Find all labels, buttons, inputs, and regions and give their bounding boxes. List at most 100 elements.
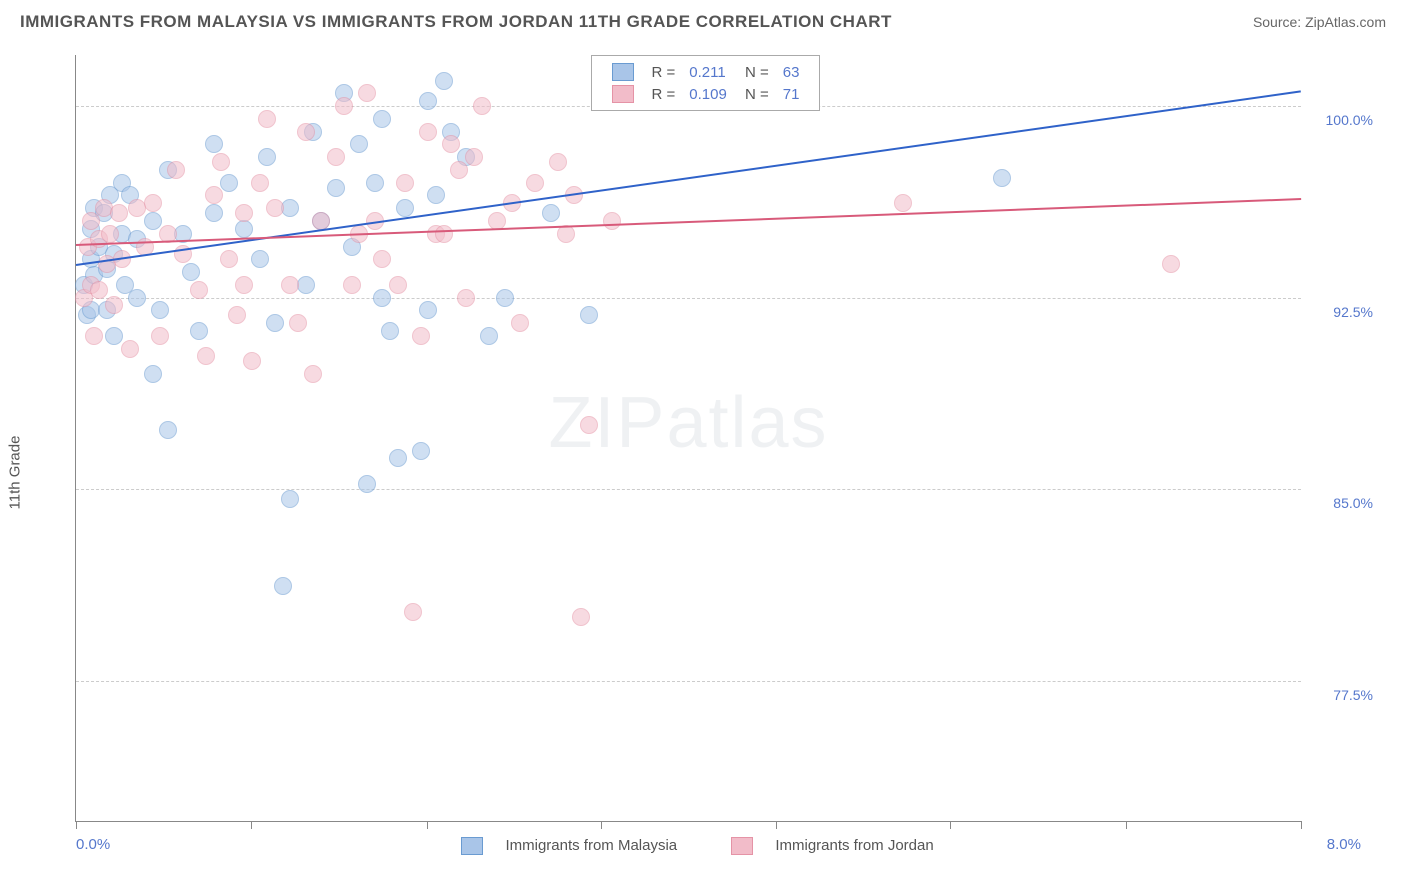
data-point [243,352,261,370]
data-point [235,204,253,222]
source-label: Source: ZipAtlas.com [1253,14,1386,30]
data-point [266,314,284,332]
watermark: ZIPatlas [548,382,828,464]
data-point [159,421,177,439]
gridline [76,681,1301,682]
legend-swatch [731,837,753,855]
data-point [235,220,253,238]
data-point [366,174,384,192]
data-point [603,212,621,230]
data-point [190,322,208,340]
x-tick [1126,821,1127,829]
data-point [457,289,475,307]
x-tick [427,821,428,829]
scatter-plot: ZIPatlas R =0.211 N =63R =0.109 N =71 Im… [75,55,1301,822]
data-point [220,174,238,192]
y-axis-label: 11th Grade [7,435,24,509]
gridline [76,298,1301,299]
data-point [389,449,407,467]
data-point [304,365,322,383]
data-point [894,194,912,212]
data-point [212,153,230,171]
trend-line [76,198,1301,246]
data-point [580,306,598,324]
data-point [496,289,514,307]
legend-row: R =0.211 N =63 [606,62,806,82]
chart-title: IMMIGRANTS FROM MALAYSIA VS IMMIGRANTS F… [20,12,892,32]
data-point [381,322,399,340]
data-point [289,314,307,332]
data-point [205,204,223,222]
data-point [419,92,437,110]
data-point [450,161,468,179]
data-point [412,327,430,345]
data-point [419,123,437,141]
data-point [542,204,560,222]
data-point [205,135,223,153]
data-point [144,365,162,383]
x-min-label: 0.0% [76,836,110,853]
data-point [419,301,437,319]
data-point [412,442,430,460]
data-point [190,281,208,299]
x-tick [776,821,777,829]
y-tick-label: 92.5% [1333,304,1373,320]
data-point [526,174,544,192]
data-point [151,327,169,345]
bottom-legend: Immigrants from Malaysia Immigrants from… [76,837,1301,855]
data-point [297,123,315,141]
x-tick [950,821,951,829]
data-point [85,327,103,345]
data-point [251,174,269,192]
data-point [396,174,414,192]
x-tick [251,821,252,829]
y-tick-label: 85.0% [1333,495,1373,511]
data-point [404,603,422,621]
x-tick [1301,821,1302,829]
data-point [101,225,119,243]
legend-swatch [461,837,483,855]
data-point [167,161,185,179]
data-point [281,199,299,217]
data-point [251,250,269,268]
data-point [350,135,368,153]
data-point [396,199,414,217]
data-point [110,204,128,222]
data-point [205,186,223,204]
data-point [427,186,445,204]
data-point [105,327,123,345]
data-point [435,72,453,90]
legend-swatch [612,63,634,81]
data-point [327,148,345,166]
data-point [511,314,529,332]
data-point [151,301,169,319]
data-point [435,225,453,243]
bottom-legend-item: Immigrants from Malaysia [443,837,677,854]
data-point [128,289,146,307]
data-point [335,97,353,115]
legend-stats-box: R =0.211 N =63R =0.109 N =71 [591,55,821,111]
data-point [144,194,162,212]
data-point [235,276,253,294]
data-point [105,296,123,314]
data-point [442,135,460,153]
bottom-legend-item: Immigrants from Jordan [713,837,934,854]
data-point [281,490,299,508]
data-point [327,179,345,197]
x-tick [76,821,77,829]
legend-swatch [612,85,634,103]
data-point [480,327,498,345]
data-point [266,199,284,217]
data-point [993,169,1011,187]
data-point [549,153,567,171]
legend-row: R =0.109 N =71 [606,84,806,104]
y-tick-label: 77.5% [1333,687,1373,703]
x-max-label: 8.0% [1327,836,1361,853]
data-point [358,475,376,493]
data-point [343,276,361,294]
data-point [297,276,315,294]
data-point [182,263,200,281]
data-point [358,84,376,102]
gridline [76,489,1301,490]
data-point [197,347,215,365]
